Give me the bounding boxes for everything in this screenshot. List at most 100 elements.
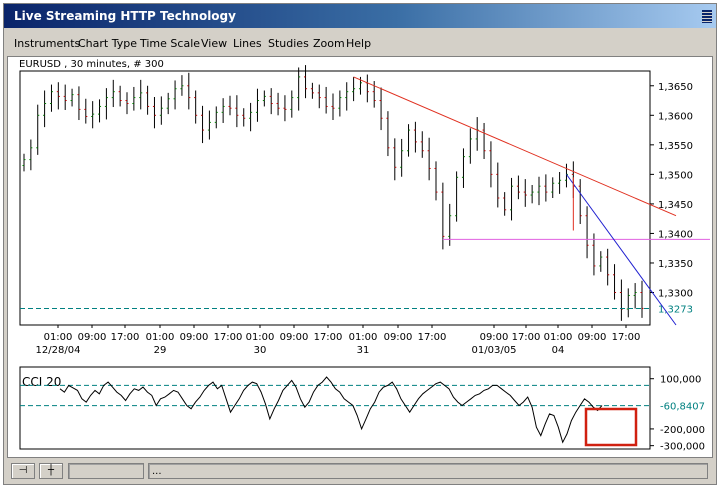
price-tick-label: 1,3400 bbox=[658, 229, 693, 240]
cci-tick-label: 100,000 bbox=[660, 375, 701, 386]
price-panel-frame bbox=[19, 70, 651, 326]
date-tick-label: 01/03/05 bbox=[472, 345, 517, 356]
price-bar bbox=[551, 177, 555, 198]
price-bar bbox=[29, 139, 33, 171]
time-tick-label: 01:00 bbox=[349, 332, 378, 343]
pin-icon[interactable]: ⊣ bbox=[11, 463, 35, 479]
menu-zoom[interactable]: Zoom bbox=[313, 37, 345, 50]
menu-instruments[interactable]: Instruments bbox=[14, 37, 81, 50]
price-bar bbox=[510, 177, 514, 221]
crosshair-icon[interactable]: ┼ bbox=[39, 463, 63, 479]
price-bar bbox=[98, 99, 102, 123]
price-bar bbox=[111, 79, 115, 108]
price-bar bbox=[180, 75, 184, 96]
price-bar bbox=[304, 65, 308, 99]
price-bar bbox=[201, 105, 205, 144]
price-bar bbox=[606, 248, 610, 286]
menu-time-scale[interactable]: Time Scale bbox=[140, 37, 201, 50]
price-bar bbox=[146, 85, 150, 115]
price-bar bbox=[619, 279, 623, 321]
menu-help[interactable]: Help bbox=[346, 37, 372, 50]
chart-canvas[interactable]: 1,3650 1,3600 1,3550 1,3500 1,3450 1,3400 1,33… bbox=[8, 57, 712, 457]
price-bar bbox=[118, 85, 122, 107]
price-bar bbox=[36, 104, 40, 155]
cci-highlight-box bbox=[584, 407, 638, 447]
blue-trend-line bbox=[566, 174, 677, 326]
price-bar bbox=[166, 92, 170, 115]
price-bar bbox=[599, 251, 603, 272]
menu-studies[interactable]: Studies bbox=[268, 37, 309, 50]
price-bar bbox=[139, 79, 143, 110]
price-bar bbox=[63, 84, 67, 110]
price-bar bbox=[132, 86, 136, 111]
title-bar: Live Streaming HTTP Technology bbox=[4, 4, 716, 28]
date-tick-label: 04 bbox=[552, 345, 565, 356]
time-tick-label: 09:00 bbox=[480, 332, 509, 343]
price-bar bbox=[626, 288, 630, 318]
price-bar bbox=[427, 137, 431, 181]
price-bar bbox=[420, 131, 424, 158]
price-bar bbox=[386, 111, 390, 157]
price-bar bbox=[104, 88, 108, 120]
price-bar bbox=[544, 174, 548, 202]
price-bar bbox=[249, 102, 253, 132]
price-bar bbox=[310, 82, 314, 99]
price-bar bbox=[503, 192, 507, 216]
price-bar bbox=[393, 138, 397, 181]
price-bar bbox=[262, 90, 266, 107]
price-bar bbox=[228, 95, 232, 116]
price-bar bbox=[352, 76, 356, 102]
price-bar bbox=[152, 96, 156, 129]
price-bar bbox=[255, 88, 259, 122]
price-bar bbox=[468, 128, 472, 164]
price-bar bbox=[489, 141, 493, 188]
price-panel-label: EURUSD , 30 minutes, # 300 bbox=[19, 59, 164, 70]
time-tick-label: 17:00 bbox=[314, 332, 343, 343]
time-tick-label: 09:00 bbox=[78, 332, 107, 343]
price-tick-label: 1,3550 bbox=[658, 141, 693, 152]
menu-view[interactable]: View bbox=[201, 37, 228, 50]
price-bar bbox=[496, 162, 500, 208]
time-tick-label: 17:00 bbox=[418, 332, 447, 343]
price-bar bbox=[592, 233, 596, 276]
menu-chart-type[interactable]: Chart Type bbox=[78, 37, 137, 50]
price-bar bbox=[297, 67, 301, 111]
time-tick-label: 01:00 bbox=[44, 332, 73, 343]
menu-lines[interactable]: Lines bbox=[233, 37, 262, 50]
price-bar bbox=[461, 148, 465, 188]
price-bar bbox=[475, 117, 479, 151]
app-window: Live Streaming HTTP Technology Instrumen… bbox=[3, 3, 717, 485]
resize-grip-icon[interactable] bbox=[702, 10, 712, 23]
last-price-label: 1,3273 bbox=[658, 304, 693, 315]
price-bar bbox=[434, 161, 438, 201]
price-bar bbox=[523, 179, 527, 207]
price-tick-label: 1,3500 bbox=[658, 170, 693, 181]
date-tick-label: 31 bbox=[357, 345, 370, 356]
price-bars bbox=[22, 65, 644, 321]
date-tick-label: 12/28/04 bbox=[36, 345, 81, 356]
window-title: Live Streaming HTTP Technology bbox=[14, 9, 236, 23]
price-tick-label: 1,3600 bbox=[658, 111, 693, 122]
price-bar bbox=[84, 98, 88, 124]
price-bar bbox=[379, 87, 383, 131]
price-tick-label: 1,3350 bbox=[658, 259, 693, 270]
price-bar bbox=[187, 72, 191, 110]
price-bar bbox=[640, 280, 644, 318]
cci-panel-frame bbox=[19, 366, 651, 450]
price-bar bbox=[413, 121, 417, 153]
price-bar bbox=[441, 182, 445, 250]
price-bar bbox=[516, 175, 520, 200]
price-bar bbox=[91, 101, 95, 129]
time-tick-label: 01:00 bbox=[146, 332, 175, 343]
price-bar bbox=[49, 84, 53, 112]
time-tick-label: 09:00 bbox=[384, 332, 413, 343]
time-tick-label: 09:00 bbox=[180, 332, 209, 343]
price-bar bbox=[455, 171, 459, 222]
price-tick-label: 1,3650 bbox=[658, 82, 693, 93]
price-bar bbox=[194, 90, 198, 124]
time-tick-label: 09:00 bbox=[280, 332, 309, 343]
time-tick-label: 17:00 bbox=[111, 332, 140, 343]
price-bar bbox=[159, 96, 163, 125]
chart-area[interactable]: EURUSD , 30 minutes, # 300 CCI 20 1,3650… bbox=[7, 56, 713, 458]
date-tick-label: 30 bbox=[254, 345, 267, 356]
